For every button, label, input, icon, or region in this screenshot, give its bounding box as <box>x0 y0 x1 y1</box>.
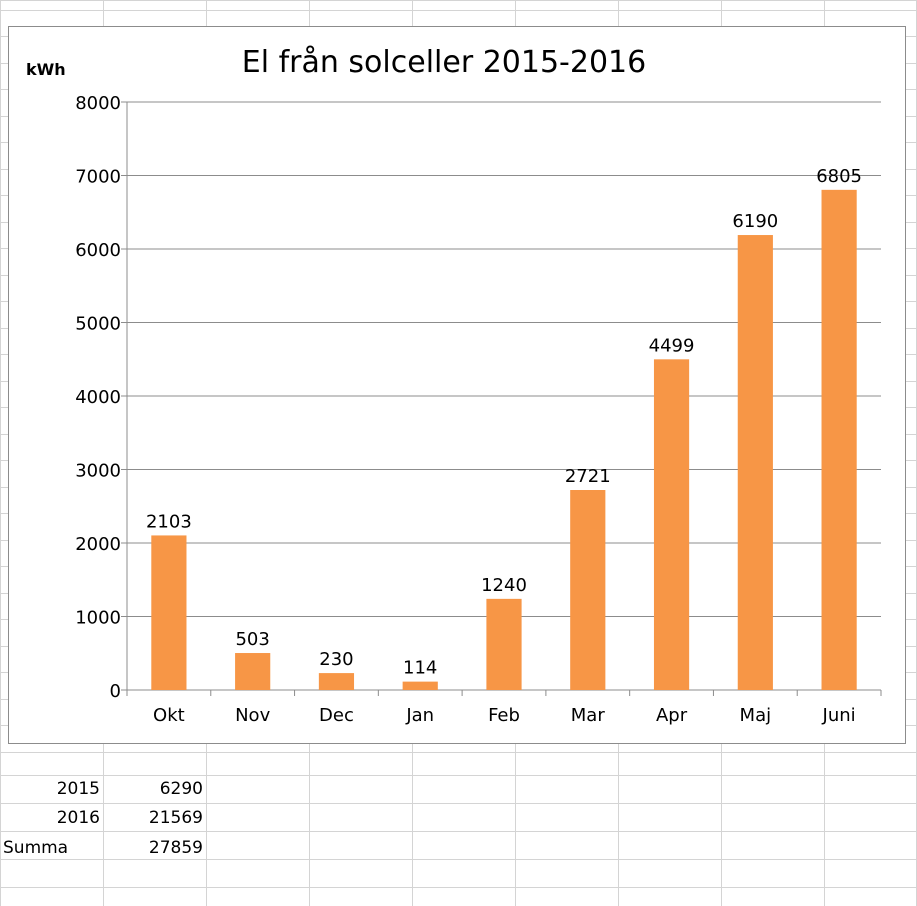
year-2015-value: 6290 <box>159 779 203 799</box>
x-tick-label-feb: Feb <box>488 705 520 726</box>
x-tick-label-mar: Mar <box>571 705 606 726</box>
x-tick-label-maj: Maj <box>740 705 772 726</box>
data-label-maj: 6190 <box>732 211 778 232</box>
y-axis-label: kWh <box>26 60 66 79</box>
y-axis-tick-labels: 0 1000 2000 3000 4000 5000 6000 7000 8000 <box>75 93 121 702</box>
year-2015-label: 2015 <box>56 779 100 799</box>
bar-apr <box>653 359 690 690</box>
bars <box>151 189 857 690</box>
data-label-mar: 2721 <box>565 466 611 487</box>
x-tick-label-apr: Apr <box>656 705 688 726</box>
x-tick-label-nov: Nov <box>235 705 270 726</box>
bar-juni <box>821 189 857 690</box>
x-tick-label-okt: Okt <box>153 705 185 726</box>
bar-maj <box>737 235 773 690</box>
bar-jan <box>402 681 438 690</box>
bar-dec <box>318 673 355 690</box>
data-labels: 2103 503 230 114 1240 2721 4499 6190 6805 <box>146 166 862 679</box>
data-label-jan: 114 <box>403 658 437 679</box>
y-tick-label-4000: 4000 <box>75 387 121 408</box>
y-tick-label-7000: 7000 <box>75 167 121 188</box>
bar-nov <box>235 653 271 690</box>
bar-mar <box>570 490 606 690</box>
x-tick-label-dec: Dec <box>319 705 354 726</box>
bar-okt <box>151 535 187 690</box>
x-tick-label-juni: Juni <box>822 705 856 726</box>
bar-feb <box>486 598 522 690</box>
y-tick-label-1000: 1000 <box>75 608 121 629</box>
y-tick-label-3000: 3000 <box>75 461 121 482</box>
year-2016-label: 2016 <box>56 808 100 828</box>
summa-label: Summa <box>3 838 69 858</box>
chart-title: El från solceller 2015-2016 <box>242 45 646 80</box>
chart-frame[interactable]: 0 1000 2000 3000 4000 5000 6000 7000 8000 2103 50… <box>8 26 906 744</box>
data-label-dec: 230 <box>319 649 353 670</box>
summa-value: 27859 <box>148 838 203 858</box>
data-label-apr: 4499 <box>649 335 695 356</box>
y-tick-label-5000: 5000 <box>75 314 121 335</box>
data-label-nov: 503 <box>235 629 269 650</box>
year-2016-value: 21569 <box>148 808 203 828</box>
y-tick-label-8000: 8000 <box>75 93 121 114</box>
y-tick-label-0: 0 <box>110 681 121 702</box>
x-axis-tick-labels: Okt Nov Dec Jan Feb Mar Apr Maj Juni <box>153 705 856 726</box>
data-label-juni: 6805 <box>816 166 862 187</box>
y-tick-label-6000: 6000 <box>75 240 121 261</box>
x-tick-label-jan: Jan <box>405 705 434 726</box>
data-label-feb: 1240 <box>481 575 527 596</box>
y-tick-label-2000: 2000 <box>75 534 121 555</box>
data-label-okt: 2103 <box>146 511 192 532</box>
bar-chart: 0 1000 2000 3000 4000 5000 6000 7000 8000 2103 50… <box>26 45 882 726</box>
